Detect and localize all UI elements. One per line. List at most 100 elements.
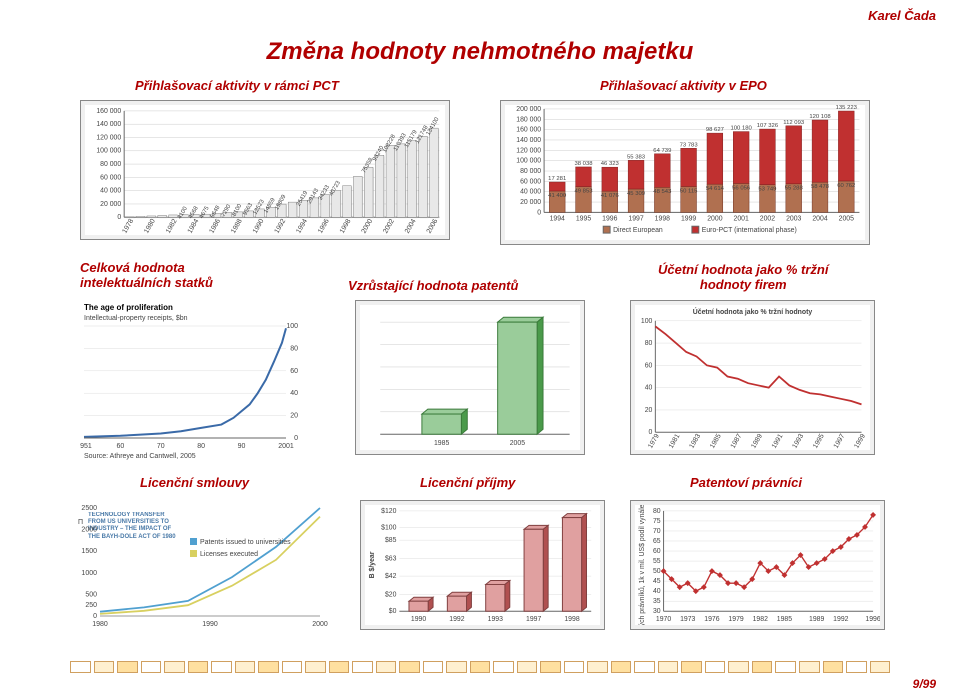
- svg-text:Intellectual-property receipts: Intellectual-property receipts, $bn: [84, 315, 188, 322]
- svg-text:1980: 1980: [143, 218, 157, 235]
- svg-text:Patents issued to universities: Patents issued to universities: [200, 539, 291, 546]
- svg-text:48 543: 48 543: [653, 189, 672, 195]
- svg-text:1987: 1987: [730, 433, 744, 450]
- svg-text:1500: 1500: [81, 548, 97, 555]
- svg-text:1991: 1991: [771, 433, 785, 450]
- svg-text:73 783: 73 783: [680, 142, 699, 148]
- svg-text:120 000: 120 000: [96, 134, 121, 141]
- svg-text:60: 60: [645, 362, 653, 369]
- svg-text:Licenses executed: Licenses executed: [200, 551, 258, 558]
- svg-text:B $/year: B $/year: [369, 551, 376, 578]
- svg-text:250: 250: [85, 602, 97, 609]
- svg-text:40 000: 40 000: [100, 188, 121, 195]
- svg-text:200 000: 200 000: [516, 106, 541, 113]
- svg-text:Π: Π: [78, 519, 83, 526]
- svg-text:65: 65: [653, 538, 661, 545]
- svg-text:0: 0: [117, 214, 121, 221]
- subtitle-intel: Celková hodnota intelektuálních statků: [80, 260, 213, 290]
- svg-text:1992: 1992: [449, 616, 464, 623]
- svg-text:1985: 1985: [709, 433, 723, 450]
- svg-text:45 309: 45 309: [627, 191, 645, 197]
- svg-text:1996: 1996: [865, 616, 880, 623]
- svg-text:1998: 1998: [655, 215, 670, 222]
- svg-text:0: 0: [294, 435, 298, 442]
- svg-text:1982: 1982: [165, 218, 179, 235]
- svg-text:60 762: 60 762: [837, 183, 855, 189]
- svg-text:55: 55: [653, 558, 661, 565]
- svg-text:41 400: 41 400: [548, 193, 567, 199]
- svg-text:98 627: 98 627: [706, 127, 724, 133]
- svg-text:The age of proliferation: The age of proliferation: [84, 303, 173, 312]
- svg-text:60: 60: [290, 368, 298, 375]
- svg-text:54 614: 54 614: [706, 186, 725, 192]
- svg-text:1996: 1996: [602, 215, 617, 222]
- svg-text:1990: 1990: [252, 218, 266, 235]
- svg-text:90: 90: [238, 443, 246, 450]
- svg-text:2004: 2004: [404, 218, 418, 235]
- svg-text:40 000: 40 000: [520, 189, 541, 196]
- svg-text:53 749: 53 749: [758, 187, 776, 193]
- svg-text:1970: 1970: [656, 616, 671, 623]
- svg-text:1992: 1992: [833, 616, 848, 623]
- chart-revenue-box: B $/year$0$20$42$63$85$100$1201990199219…: [360, 500, 605, 630]
- subtitle-patentval: Vzrůstající hodnota patentů: [348, 278, 518, 293]
- svg-text:1994: 1994: [550, 215, 565, 222]
- svg-text:38 038: 38 038: [574, 161, 593, 167]
- svg-text:40: 40: [645, 385, 653, 392]
- svg-text:1973: 1973: [680, 616, 695, 623]
- svg-text:20 000: 20 000: [520, 199, 541, 206]
- svg-text:2000: 2000: [81, 527, 97, 534]
- svg-text:2000: 2000: [707, 215, 722, 222]
- svg-text:1998: 1998: [339, 218, 353, 235]
- svg-text:80: 80: [197, 443, 205, 450]
- svg-text:41 076: 41 076: [601, 193, 620, 199]
- svg-text:55 383: 55 383: [627, 154, 646, 160]
- svg-text:1989: 1989: [750, 433, 764, 450]
- svg-text:45: 45: [653, 578, 661, 585]
- svg-text:100 180: 100 180: [730, 126, 752, 132]
- chart-lawyers-box: Počet patentových právníků, 1k v mil. US…: [630, 500, 885, 630]
- svg-text:60 000: 60 000: [520, 178, 541, 185]
- svg-text:1976: 1976: [704, 616, 719, 623]
- svg-text:160 000: 160 000: [96, 108, 121, 115]
- svg-text:20: 20: [290, 413, 298, 420]
- svg-text:$63: $63: [385, 556, 397, 563]
- svg-text:1997: 1997: [628, 215, 643, 222]
- subtitle-revenue: Licenční příjmy: [420, 475, 515, 490]
- chart-intel-box: The age of proliferation Intellectual-pro…: [80, 300, 310, 460]
- svg-text:56 056: 56 056: [732, 185, 751, 191]
- svg-text:Euro-PCT (international phase): Euro-PCT (international phase): [702, 227, 797, 234]
- svg-text:160 000: 160 000: [516, 127, 541, 134]
- svg-text:1979: 1979: [728, 616, 743, 623]
- svg-text:1982: 1982: [753, 616, 768, 623]
- svg-text:1988: 1988: [230, 218, 244, 235]
- svg-text:0: 0: [649, 429, 653, 436]
- svg-text:80: 80: [653, 508, 661, 515]
- svg-text:2500: 2500: [81, 505, 97, 512]
- svg-text:2001: 2001: [734, 215, 749, 222]
- svg-text:80: 80: [645, 340, 653, 347]
- svg-text:1951: 1951: [80, 443, 92, 450]
- svg-text:100 000: 100 000: [96, 148, 121, 155]
- svg-text:0: 0: [537, 209, 541, 216]
- svg-text:1985: 1985: [777, 616, 792, 623]
- svg-text:$20: $20: [385, 591, 397, 598]
- svg-text:30: 30: [653, 608, 661, 615]
- svg-text:1999: 1999: [853, 433, 867, 450]
- page-title: Změna hodnoty nehmotného majetku: [0, 38, 960, 66]
- svg-text:75: 75: [653, 518, 661, 525]
- svg-text:1997: 1997: [833, 433, 847, 450]
- svg-text:1989: 1989: [809, 616, 824, 623]
- svg-text:2004: 2004: [812, 215, 827, 222]
- svg-text:40: 40: [653, 588, 661, 595]
- svg-text:$100: $100: [381, 525, 396, 532]
- svg-text:2002: 2002: [760, 215, 775, 222]
- svg-text:2002: 2002: [382, 218, 396, 235]
- svg-text:112 093: 112 093: [783, 120, 805, 126]
- svg-text:140 000: 140 000: [96, 121, 121, 128]
- svg-text:100 000: 100 000: [516, 158, 541, 165]
- footer-ornament: [70, 661, 890, 673]
- chart-book-box: Účetní hodnota jako % tržní hodnoty02040…: [630, 300, 875, 455]
- svg-text:2005: 2005: [510, 440, 525, 447]
- subtitle-book: Účetní hodnota jako % tržní hodnoty fire…: [658, 262, 828, 292]
